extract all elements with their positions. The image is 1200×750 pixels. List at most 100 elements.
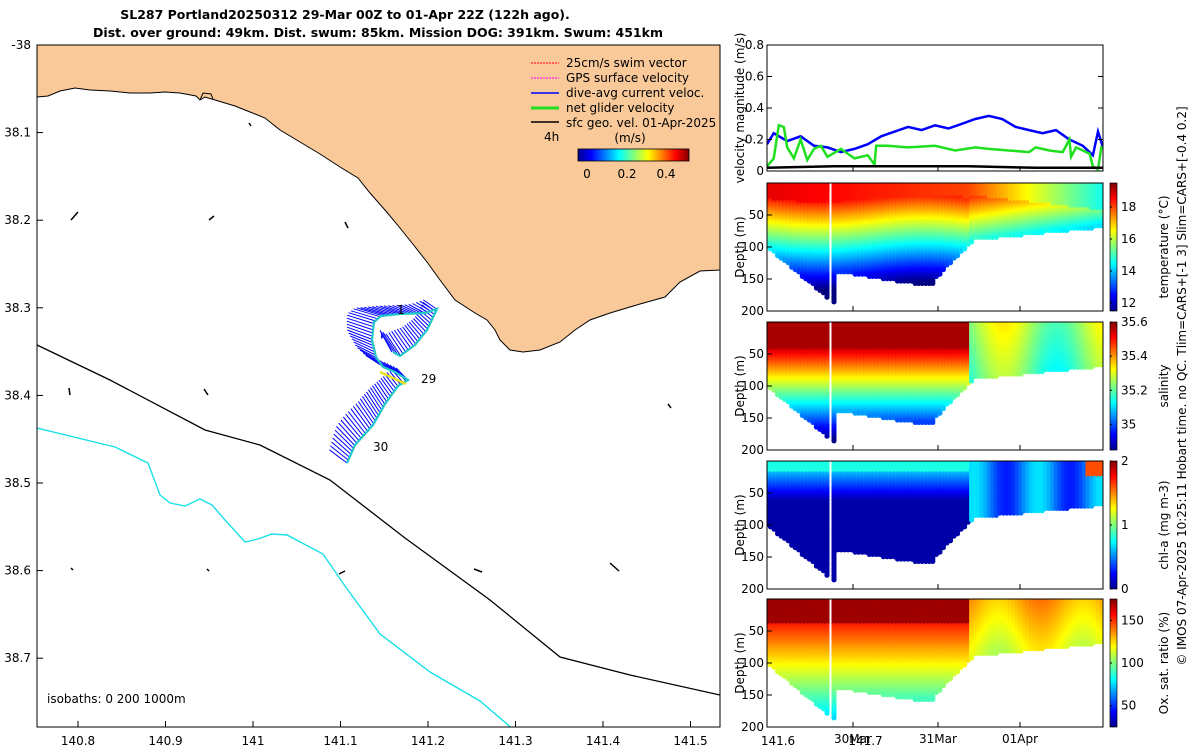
dive-avg-arrow [404, 324, 419, 342]
map-ytick-label: -38 [11, 38, 31, 52]
dive-avg-arrow [359, 398, 376, 422]
dive-avg-arrow [353, 308, 381, 318]
velocity-ytick-label: 0.8 [745, 38, 764, 52]
day-label-1: 1 [397, 303, 405, 317]
dive-avg-arrow [329, 449, 348, 464]
dive-avg-arrow [423, 299, 437, 310]
dive-avg-arrow [388, 332, 404, 355]
dive-avg-arrow [418, 309, 432, 321]
map-ytick-label: 38.1 [4, 126, 31, 140]
velocity-plot: 00.20.40.60.8 velocity magnitude (m/s) [733, 33, 1104, 183]
dive-avg-arrow [346, 326, 373, 337]
map-xtick-label: 141.1 [323, 734, 357, 748]
dive-avg-arrow [385, 333, 401, 356]
map-xtick-label: 140.9 [148, 734, 182, 748]
dive-avg-arrow [346, 320, 374, 331]
dive-avg-arrow [382, 376, 395, 392]
velocity-ytick-label: 0.2 [745, 133, 764, 147]
dive-avg-arrow [347, 329, 373, 340]
velocity-series-2 [767, 165, 1103, 170]
dive-avg-arrow [353, 341, 376, 353]
dive-avg-arrow [367, 389, 383, 411]
map-xtick-label: 141.5 [673, 734, 707, 748]
day-label-30: 30 [373, 440, 388, 454]
map-legend: 25cm/s swim vector GPS surface velocity … [531, 56, 716, 181]
section-sample [954, 253, 961, 259]
isobaths-label: isobaths: 0 200 1000m [47, 692, 186, 706]
section-ytick-label: 200 [741, 304, 764, 318]
dive-avg-arrow [351, 338, 375, 350]
section-sample [824, 433, 830, 439]
dive-avg-arrow [356, 307, 384, 317]
map-ytick-label: 38.5 [4, 476, 31, 490]
dive-avg-arrow [391, 331, 407, 353]
colorbar-tick-label: 18 [1121, 200, 1136, 214]
velocity-ytick-label: 0.6 [745, 70, 764, 84]
dive-avg-arrow [396, 328, 412, 349]
dive-avg-arrow [371, 306, 396, 315]
dive-avg-arrow [333, 433, 353, 452]
dive-avg-arrow [348, 312, 376, 322]
dive-avg-arrow [382, 332, 399, 355]
dive-avg-arrow [340, 419, 360, 441]
velocity-series-1 [767, 123, 1103, 171]
dive-avg-arrow [421, 304, 435, 315]
map-panel: 1 29 30 140.8 140.9 141 141.1 141.2 141.3 141.… [4, 38, 882, 748]
dive-avg-arrow [361, 396, 378, 419]
dive-avg-arrow [363, 393, 379, 416]
legend-dive-label: dive-avg current veloc. [566, 86, 704, 100]
section-sample [824, 294, 830, 300]
dive-avg-arrow [413, 318, 427, 332]
section-sample [937, 271, 943, 277]
map-frame [36, 44, 721, 728]
dive-avg-arrow [355, 403, 373, 427]
dive-avg-arrow [350, 408, 368, 432]
dive-avg-arrow [371, 385, 386, 405]
legend-time-marker: 4h [544, 130, 559, 144]
map-colorbar [577, 148, 690, 162]
map-xtick-label: 141.3 [498, 734, 532, 748]
dive-avg-arrow [365, 354, 383, 367]
section-sample [930, 280, 936, 286]
map-xtick-label: 141.7 [848, 734, 882, 748]
map-colorbar-tick-2: 0.4 [656, 167, 675, 181]
dive-avg-arrow [360, 307, 387, 316]
map-colorbar-label: (m/s) [614, 131, 645, 145]
section-sample [962, 246, 968, 252]
dive-avg-arrow [342, 416, 362, 439]
dive-avg-arrow [404, 304, 422, 314]
glider-track-end [379, 370, 407, 386]
glider-track [345, 307, 440, 464]
dive-avg-arrow [369, 387, 384, 408]
dive-avg-arrow [400, 304, 419, 314]
dive-avg-arrow [336, 426, 356, 446]
figure-title-line2: Dist. over ground: 49km. Dist. swum: 85k… [93, 25, 663, 40]
dive-avg-arrow [346, 317, 374, 328]
dive-avg-arrow [362, 352, 381, 364]
dive-avg-arrow [345, 413, 364, 437]
dive-avg-arrow [359, 349, 379, 361]
isobath-1000m [37, 427, 512, 727]
dive-avg-arrow [376, 381, 389, 400]
dive-avg-arrow [378, 379, 391, 397]
dive-avg-arrow [332, 437, 352, 455]
dive-avg-arrow [374, 383, 388, 402]
current-arrow-head [381, 332, 385, 339]
map-ytick-label: 38.4 [4, 388, 31, 402]
dive-avg-arrow [365, 391, 381, 413]
section-dots [767, 322, 1103, 444]
section-sample [969, 239, 975, 245]
dive-avg-arrow [393, 329, 409, 351]
dive-avg-arrow [348, 332, 373, 343]
map-ytick-label: 38.7 [4, 651, 31, 665]
section-dots [767, 183, 1103, 305]
legend-net-label: net glider velocity [566, 101, 674, 115]
isobath-200m [37, 344, 720, 696]
day-label-29: 29 [421, 372, 436, 386]
dive-avg-arrow [357, 401, 375, 425]
map-xtick-label: 141.4 [586, 734, 620, 748]
dive-avg-arrow [338, 422, 358, 444]
